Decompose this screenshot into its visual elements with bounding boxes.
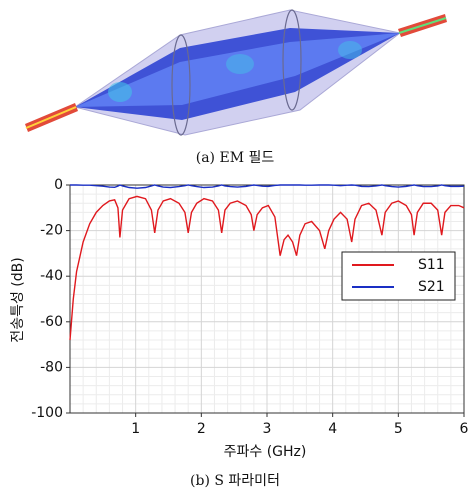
caption: (b) S 파라미터 xyxy=(190,473,280,489)
x-tick-label: 6 xyxy=(460,421,469,437)
plot-frame xyxy=(69,184,465,414)
caption: (a) EM 필드 xyxy=(196,150,275,166)
field-hotspot xyxy=(338,41,362,59)
port-left-core xyxy=(25,106,77,129)
y-tick-label: -40 xyxy=(40,268,63,284)
y-tick-label: -60 xyxy=(40,314,63,330)
series-line xyxy=(70,184,465,189)
y-tick-label: -100 xyxy=(31,405,63,421)
field-hotspot xyxy=(226,54,254,74)
x-tick-label: 3 xyxy=(263,421,272,437)
legend-label: S21 xyxy=(418,279,445,295)
ring xyxy=(171,34,191,136)
ring xyxy=(282,9,302,111)
port-right-core xyxy=(398,17,447,34)
x-tick-label: 4 xyxy=(328,421,337,437)
x-tick-label: 2 xyxy=(197,421,206,437)
em-field-image xyxy=(25,9,447,136)
x-tick-label: 1 xyxy=(131,421,140,437)
x-axis-label: 주파수 (GHz) xyxy=(224,444,307,460)
y-tick-label: -20 xyxy=(40,223,63,239)
field-hotspot xyxy=(108,82,132,102)
y-tick-label: -80 xyxy=(40,359,63,375)
legend-box xyxy=(341,251,456,301)
y-tick-label: 0 xyxy=(54,177,63,193)
x-tick-label: 5 xyxy=(394,421,403,437)
y-axis-label: 전송특성 (dB) xyxy=(10,257,26,342)
series-line xyxy=(69,195,465,341)
legend-label: S11 xyxy=(418,257,445,273)
